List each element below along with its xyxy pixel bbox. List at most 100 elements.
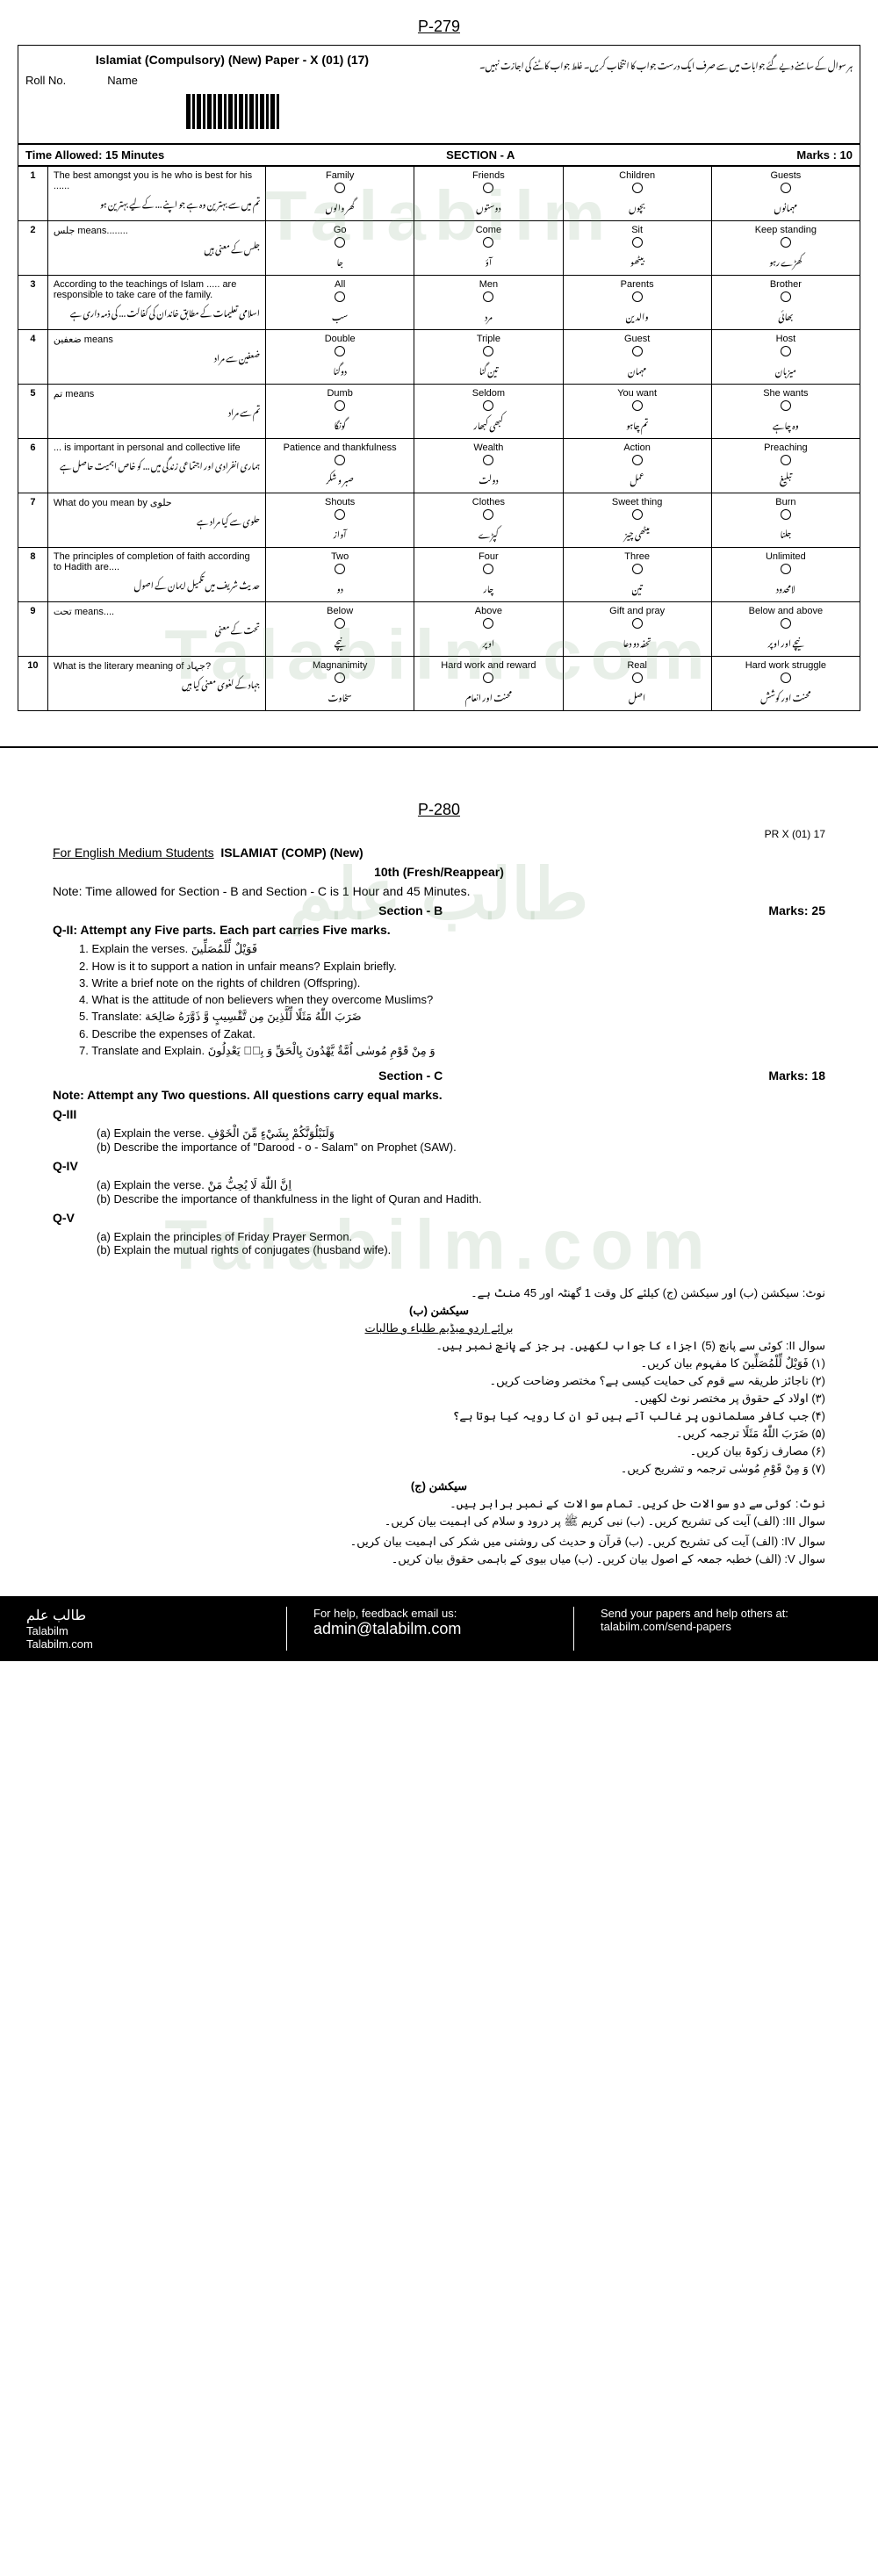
- option-circle[interactable]: [781, 673, 791, 683]
- option-circle[interactable]: [781, 237, 791, 248]
- mcq-option[interactable]: Twoدو: [266, 548, 414, 602]
- option-circle[interactable]: [483, 183, 493, 193]
- question-number: 4: [18, 330, 48, 385]
- mcq-option[interactable]: Burnجلنا: [711, 493, 860, 548]
- qii-part: 6. Describe the expenses of Zakat.: [79, 1027, 825, 1040]
- option-circle[interactable]: [781, 618, 791, 629]
- mcq-option[interactable]: Patience and thankfulnessصبر و شکر: [266, 439, 414, 493]
- mcq-option[interactable]: Belowنیچے: [266, 602, 414, 657]
- footer-site: Talabilm.com: [26, 1637, 277, 1651]
- mcq-option[interactable]: Hard work and rewardمحنت اور انعام: [414, 657, 563, 711]
- mcq-option[interactable]: Allسب: [266, 276, 414, 330]
- mcq-option[interactable]: Dumbگونگا: [266, 385, 414, 439]
- mcq-option[interactable]: Guestsمہمانوں: [711, 167, 860, 221]
- option-circle[interactable]: [781, 400, 791, 411]
- option-circle[interactable]: [335, 618, 345, 629]
- qv-a: (a) Explain the principles of Friday Pra…: [97, 1230, 825, 1243]
- mcq-option[interactable]: Below and aboveنیچے اور اوپر: [711, 602, 860, 657]
- mcq-option[interactable]: Friendsدوستوں: [414, 167, 563, 221]
- mcq-option[interactable]: Keep standingکھڑے رہو: [711, 221, 860, 276]
- mcq-option[interactable]: Magnanimityسخاوت: [266, 657, 414, 711]
- option-circle[interactable]: [632, 291, 643, 302]
- mcq-option[interactable]: Aboveاوپر: [414, 602, 563, 657]
- option-circle[interactable]: [632, 564, 643, 574]
- option-circle[interactable]: [781, 455, 791, 465]
- mcq-option[interactable]: Actionعمل: [563, 439, 711, 493]
- option-circle[interactable]: [632, 183, 643, 193]
- page-number-2: P-280: [53, 801, 825, 819]
- option-circle[interactable]: [781, 564, 791, 574]
- option-circle[interactable]: [335, 237, 345, 248]
- option-circle[interactable]: [483, 618, 493, 629]
- option-circle[interactable]: [483, 509, 493, 520]
- option-circle[interactable]: [483, 564, 493, 574]
- mcq-option[interactable]: Parentsوالدین: [563, 276, 711, 330]
- mcq-option[interactable]: Sweet thingمیٹھی چیز: [563, 493, 711, 548]
- option-circle[interactable]: [483, 400, 493, 411]
- qii-part: 4. What is the attitude of non believers…: [79, 993, 825, 1006]
- mcq-option[interactable]: Shoutsآواز: [266, 493, 414, 548]
- option-circle[interactable]: [483, 291, 493, 302]
- option-circle[interactable]: [781, 509, 791, 520]
- option-circle[interactable]: [483, 237, 493, 248]
- qii-part: 7. Translate and Explain. وَ مِنْ قَوْمِ…: [79, 1044, 825, 1058]
- option-circle[interactable]: [335, 509, 345, 520]
- urdu-medium: برائے اردو میڈیم طلباء و طالبات: [53, 1321, 825, 1335]
- mcq-option[interactable]: Familyگھر والوں: [266, 167, 414, 221]
- mcq-option[interactable]: Goجا: [266, 221, 414, 276]
- mcq-option[interactable]: Seldomکبھی کبھار: [414, 385, 563, 439]
- mcq-option[interactable]: Fourچار: [414, 548, 563, 602]
- mcq-option[interactable]: Doubleدوگنا: [266, 330, 414, 385]
- qiv-b: (b) Describe the importance of thankfuln…: [97, 1192, 825, 1205]
- section-a-bar: Time Allowed: 15 Minutes SECTION - A Mar…: [18, 144, 860, 166]
- option-circle[interactable]: [335, 455, 345, 465]
- option-circle[interactable]: [632, 673, 643, 683]
- mcq-option[interactable]: Comeآؤ: [414, 221, 563, 276]
- mcq-option[interactable]: Tripleتین گنا: [414, 330, 563, 385]
- option-circle[interactable]: [483, 455, 493, 465]
- mcq-option[interactable]: Menمرد: [414, 276, 563, 330]
- question-text: تم meansتم سے مراد: [47, 385, 265, 439]
- option-circle[interactable]: [632, 455, 643, 465]
- option-circle[interactable]: [632, 400, 643, 411]
- mcq-option[interactable]: Hostمیزبان: [711, 330, 860, 385]
- question-number: 3: [18, 276, 48, 330]
- mcq-option[interactable]: Guestمہمان: [563, 330, 711, 385]
- option-circle[interactable]: [632, 509, 643, 520]
- option-circle[interactable]: [335, 346, 345, 356]
- option-circle[interactable]: [335, 400, 345, 411]
- option-circle[interactable]: [632, 237, 643, 248]
- question-number: 6: [18, 439, 48, 493]
- option-circle[interactable]: [632, 346, 643, 356]
- mcq-option[interactable]: Threeتین: [563, 548, 711, 602]
- mcq-option[interactable]: Realاصل: [563, 657, 711, 711]
- header-left: Islamiat (Compulsory) (New) Paper - X (0…: [25, 53, 439, 136]
- mcq-row: 6... is important in personal and collec…: [18, 439, 860, 493]
- option-circle[interactable]: [335, 673, 345, 683]
- mcq-option[interactable]: She wantsوہ چاہے: [711, 385, 860, 439]
- mcq-option[interactable]: Preachingتبلیغ: [711, 439, 860, 493]
- mcq-option[interactable]: Hard work struggleمحنت اور کوشش: [711, 657, 860, 711]
- footer-urdu: طالب علم: [26, 1607, 277, 1624]
- mcq-option[interactable]: Clothesکپڑے: [414, 493, 563, 548]
- option-circle[interactable]: [781, 346, 791, 356]
- option-circle[interactable]: [781, 183, 791, 193]
- mcq-option[interactable]: Childrenبچوں: [563, 167, 711, 221]
- mcq-option[interactable]: You wantتم چاہو: [563, 385, 711, 439]
- option-circle[interactable]: [335, 291, 345, 302]
- option-circle[interactable]: [335, 183, 345, 193]
- mcq-option[interactable]: Unlimitedلامحدود: [711, 548, 860, 602]
- page-2: طالب علم Talabilm.com P-280 PR X (01) 17…: [0, 766, 878, 1596]
- mcq-option[interactable]: Sitبیٹھو: [563, 221, 711, 276]
- marks-b: Marks: 25: [768, 903, 825, 917]
- option-circle[interactable]: [335, 564, 345, 574]
- option-circle[interactable]: [632, 618, 643, 629]
- mcq-option[interactable]: Gift and prayتحفہ دو دعا: [563, 602, 711, 657]
- mcq-option[interactable]: Brotherبھائی: [711, 276, 860, 330]
- option-circle[interactable]: [483, 673, 493, 683]
- mcq-option[interactable]: Wealthدولت: [414, 439, 563, 493]
- option-circle[interactable]: [781, 291, 791, 302]
- page-1: Talabilm Talabilm.com P-279 Islamiat (Co…: [0, 0, 878, 729]
- urdu-qii: سوال II: کوئی سے پانچ (5) اجزاء کا جواب …: [53, 1339, 825, 1353]
- option-circle[interactable]: [483, 346, 493, 356]
